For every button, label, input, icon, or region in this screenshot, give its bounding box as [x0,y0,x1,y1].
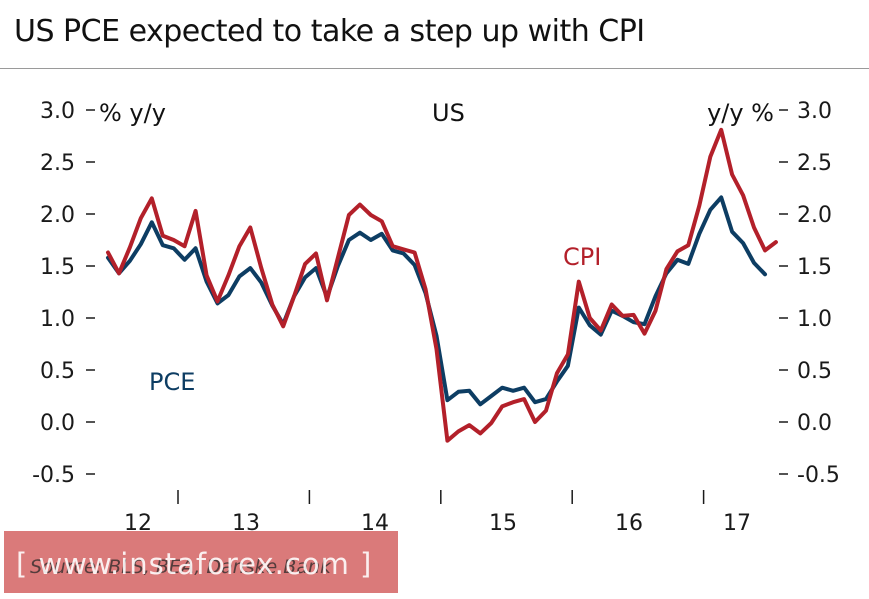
y-tick-label-right: 0.5 [797,359,832,384]
y-tick-label-right: 2.0 [797,203,832,228]
series-label-pce: PCE [149,368,195,396]
series-line-cpi [106,127,778,443]
x-tick-label: 17 [723,511,751,536]
y-tick-label-left: 1.5 [40,255,75,280]
chart-title: US [432,99,465,127]
y-axis-left: 3.0 2.5 2.0 1.5 1.0 0.5 0.0 -0.5 [32,99,95,488]
series-label-cpi: CPI [563,243,601,271]
y-tick-label-left: 3.0 [40,99,75,124]
y-tick-label-left: 2.0 [40,203,75,228]
x-tick-label: 15 [489,511,517,536]
y-tick-label-right: 2.5 [797,151,832,176]
page-title: US PCE expected to take a step up with C… [14,14,645,49]
y-tick-label-right: -0.5 [797,463,840,488]
y-tick-label-right: 1.0 [797,307,832,332]
y-axis-right: 3.0 2.5 2.0 1.5 1.0 0.5 0.0 -0.5 [779,99,840,488]
y-tick-label-left: 0.5 [40,359,75,384]
y-tick-label-left: 1.0 [40,307,75,332]
watermark-band [4,531,398,593]
y-tick-label-right: 1.5 [797,255,832,280]
y-axis-label-left: % y/y [99,99,166,127]
series-lines [106,127,778,443]
y-tick-label-left: -0.5 [32,463,75,488]
series-line-pce [106,195,767,407]
title-divider [0,68,869,69]
y-axis-label-right: y/y % [707,99,774,127]
x-axis: 12 13 14 15 16 17 [124,490,751,536]
x-tick-label: 16 [615,511,643,536]
watermark-text: [ www.instaforex.com ] [16,547,373,581]
y-tick-label-right: 0.0 [797,411,832,436]
y-tick-label-left: 0.0 [40,411,75,436]
y-tick-label-right: 3.0 [797,99,832,124]
y-tick-label-left: 2.5 [40,151,75,176]
source-note: Source: BLS, BEA, Danske Bank [30,556,332,578]
